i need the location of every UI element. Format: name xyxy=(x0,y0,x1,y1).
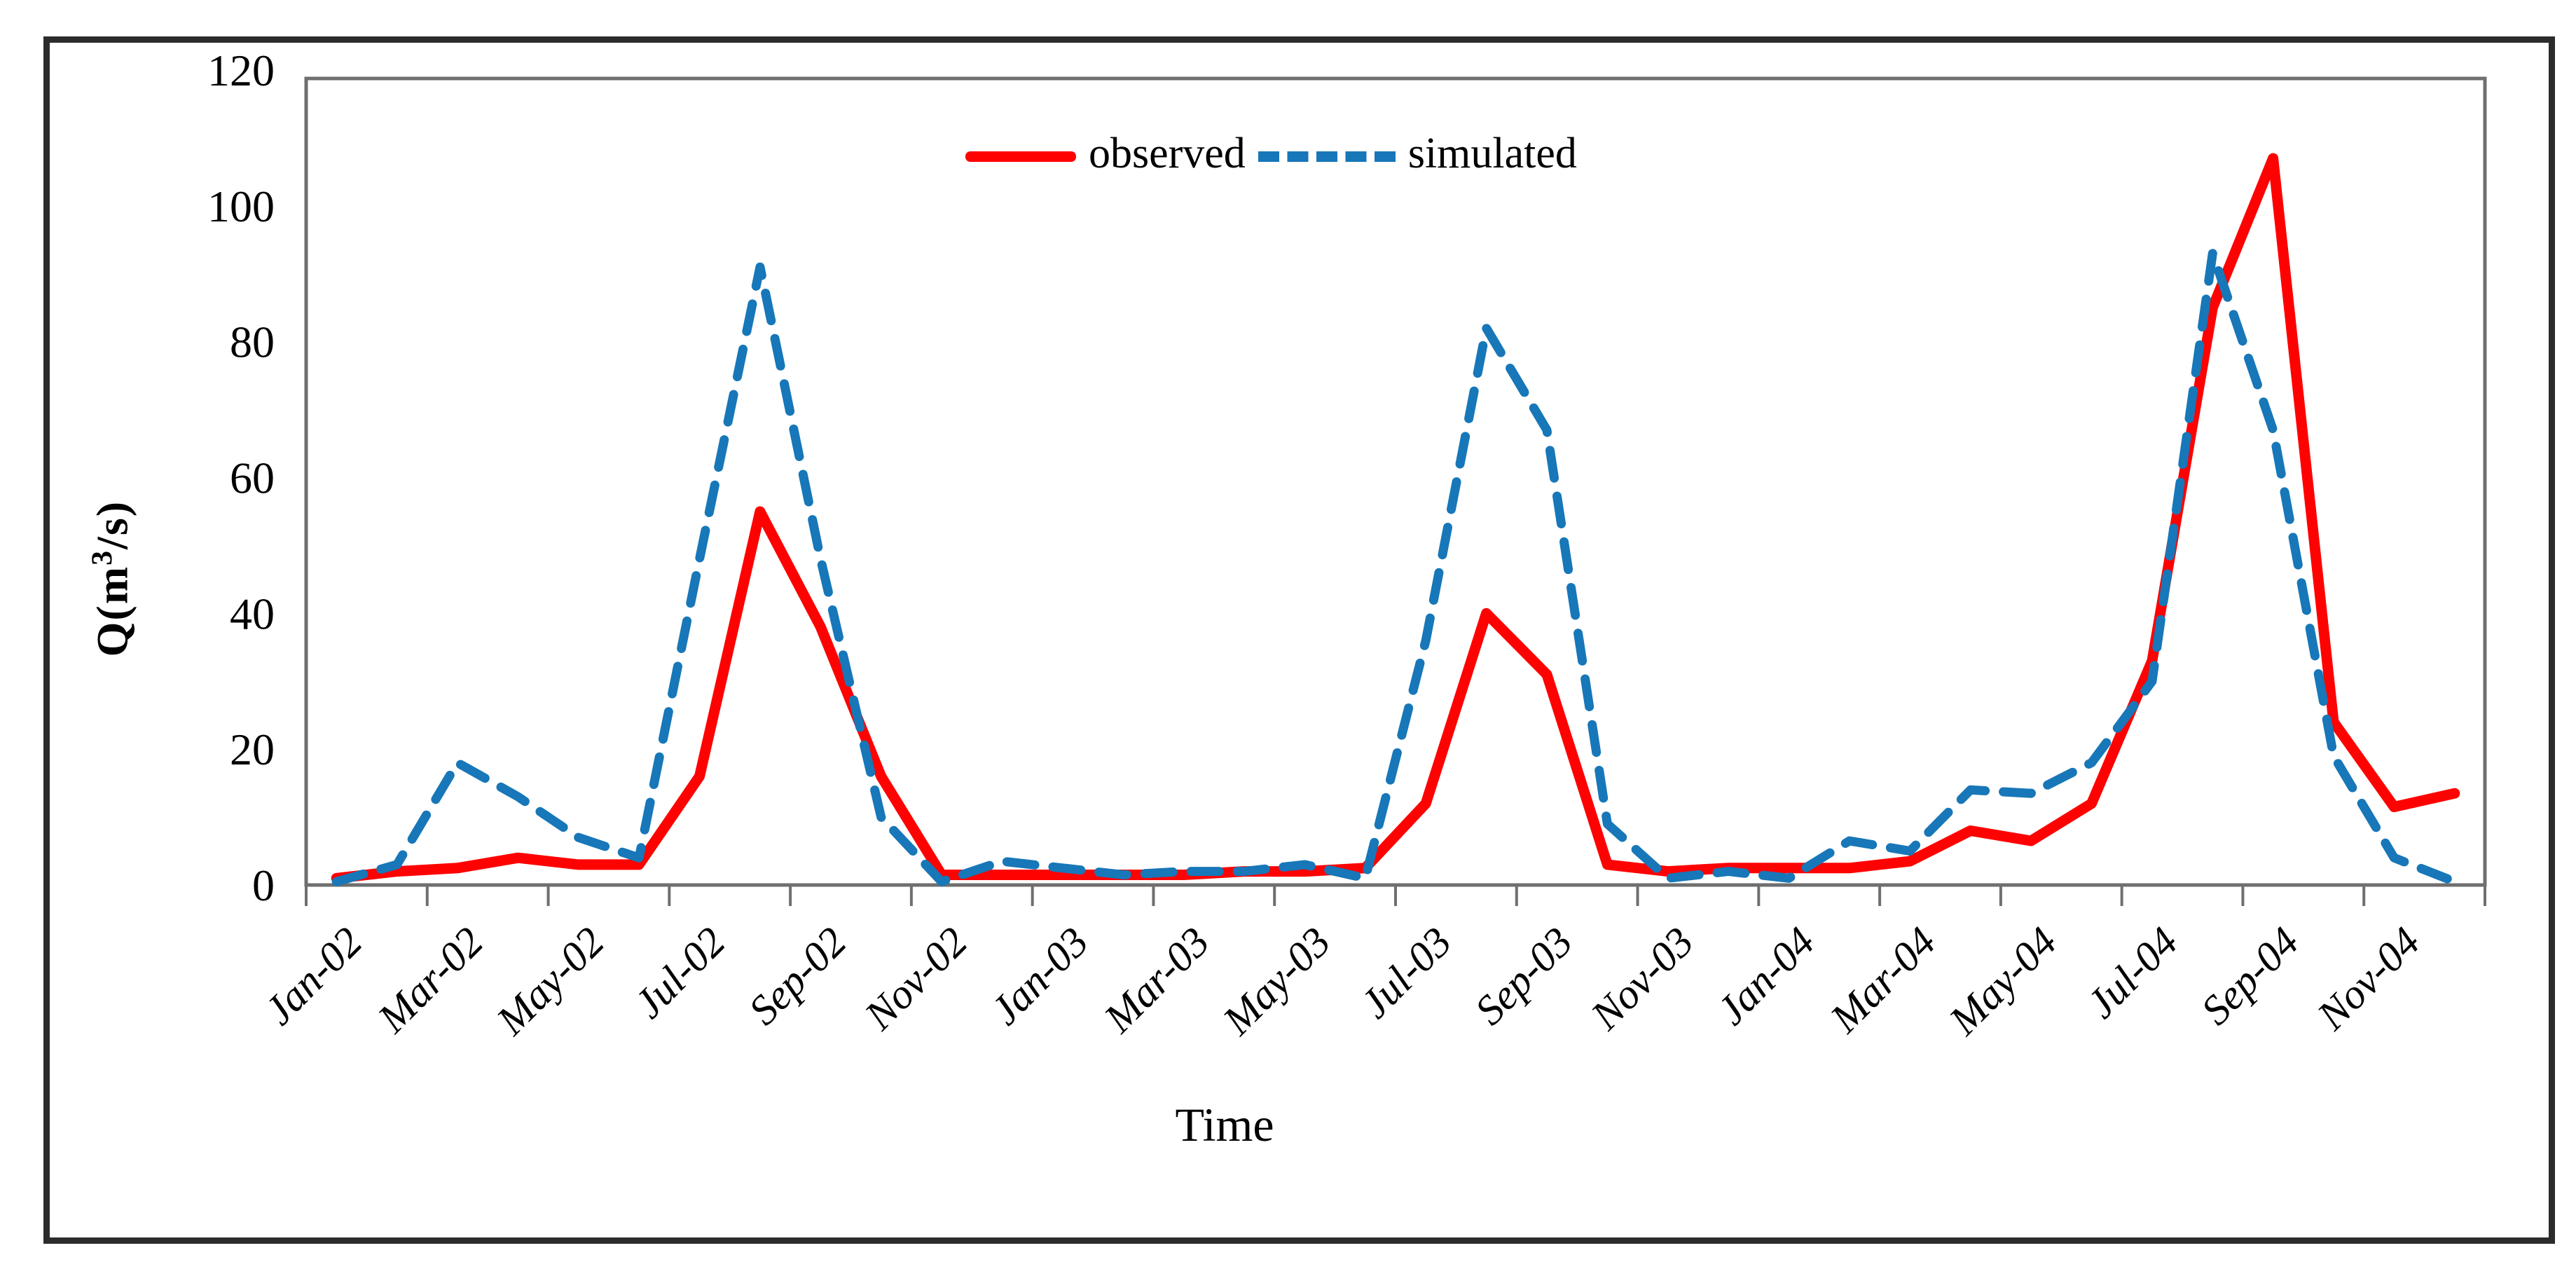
legend-observed-line-icon xyxy=(965,151,1076,162)
x-tick-label: Sep-02 xyxy=(740,919,855,1034)
y-tick-label: 0 xyxy=(252,860,275,910)
x-tick-label: Jan-02 xyxy=(256,919,371,1034)
x-tick-label: May-04 xyxy=(1940,919,2065,1044)
observed-line xyxy=(331,153,2460,884)
x-tick-label: Mar-04 xyxy=(1821,919,1944,1042)
legend-observed-label: observed xyxy=(1089,130,1246,177)
y-tick-label: 40 xyxy=(230,589,275,638)
x-tick-label: May-02 xyxy=(488,919,613,1044)
x-tick-label: Jan-03 xyxy=(982,919,1097,1034)
x-tick-label: Jul-02 xyxy=(626,919,734,1027)
y-axis-title: Q(m3/s) xyxy=(86,500,137,657)
x-tick-label: Mar-03 xyxy=(1095,919,1218,1042)
x-tick-label: May-03 xyxy=(1213,919,1339,1044)
y-tick-label: 60 xyxy=(230,453,275,503)
x-tick-label: Nov-02 xyxy=(855,919,976,1039)
y-tick-label: 80 xyxy=(230,317,275,367)
y-tick-label: 120 xyxy=(207,46,275,95)
x-tick-label: Mar-02 xyxy=(369,919,492,1042)
simulated-line xyxy=(331,249,2460,886)
x-tick-label: Nov-03 xyxy=(1582,919,1702,1039)
x-tick-label: Nov-04 xyxy=(2308,919,2428,1039)
x-tick-label: Jul-03 xyxy=(1351,919,1460,1027)
figure-border xyxy=(43,36,2555,1244)
y-tick-label: 20 xyxy=(230,725,275,774)
legend: observed simulated xyxy=(965,132,1577,181)
x-tick-label: Jul-04 xyxy=(2078,919,2186,1027)
x-tick-label: Sep-03 xyxy=(1466,919,1581,1034)
x-axis-title: Time xyxy=(1175,1098,1274,1151)
legend-simulated-line-icon xyxy=(1258,151,1396,162)
x-tick-label: Jan-04 xyxy=(1708,919,1823,1034)
legend-simulated-label: simulated xyxy=(1407,130,1577,177)
y-tick-label: 100 xyxy=(207,181,275,231)
x-tick-label: Sep-04 xyxy=(2192,919,2307,1034)
